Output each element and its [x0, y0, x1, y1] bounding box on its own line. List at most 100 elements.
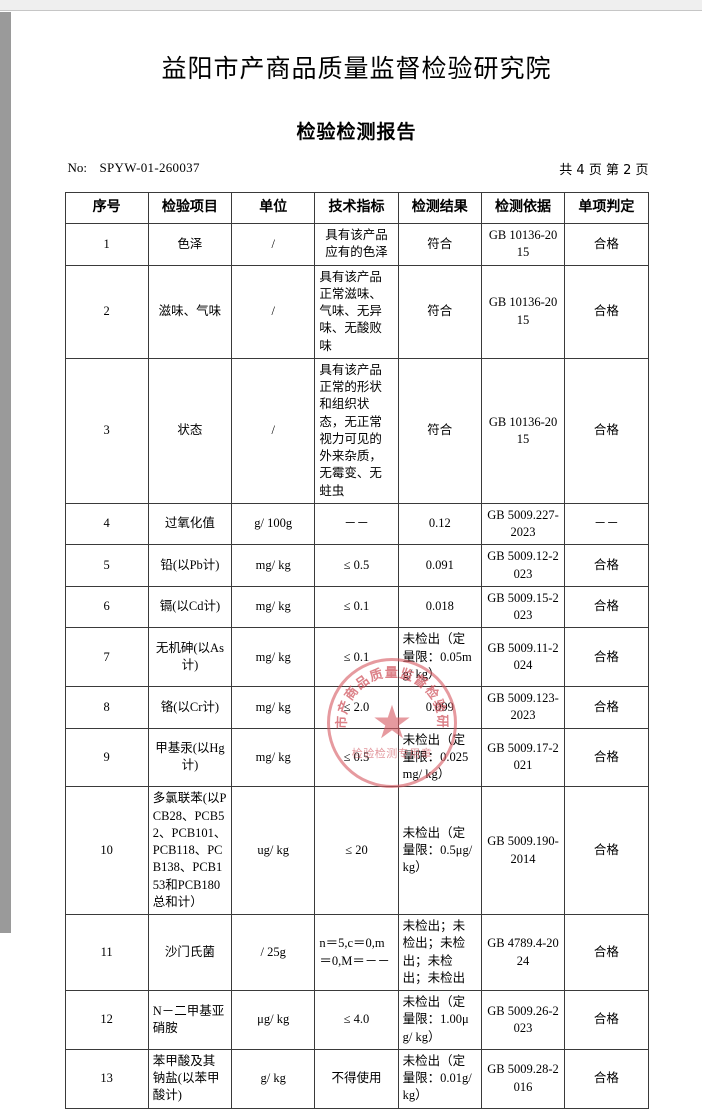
cell-index: 1 [64, 223, 149, 266]
table-row: 5 铅(以Pb计) mg/ kg ≤ 0.5 0.091 GB 5009.12-… [64, 544, 649, 587]
table-row: 4 过氧化值 g/ 100g －－ 0.12 GB 5009.227-2023 … [64, 502, 649, 546]
cell-spec: 不得使用 [314, 1048, 399, 1109]
cell-result: 符合 [397, 357, 482, 504]
cell-unit: ug/ kg [231, 786, 316, 915]
cell-unit: μg/ kg [231, 990, 316, 1050]
report-no-value: SPYW-01-260037 [99, 160, 200, 175]
cell-unit: / 25g [231, 914, 316, 991]
cell-result: 0.091 [397, 544, 482, 587]
col-header-index: 序号 [64, 192, 149, 224]
cell-index: 9 [64, 727, 149, 788]
cell-item: 沙门氏菌 [147, 914, 233, 991]
cell-basis: GB 5009.17-2021 [480, 727, 566, 788]
cell-unit: mg/ kg [231, 686, 316, 729]
cell-unit: g/ 100g [231, 502, 316, 546]
cell-item: 过氧化值 [147, 502, 233, 546]
cell-index: 3 [64, 357, 149, 504]
report-no-label: No: [67, 160, 88, 175]
col-header-judge: 单项判定 [564, 192, 649, 224]
cell-judge: 合格 [564, 914, 649, 991]
cell-index: 10 [64, 786, 149, 915]
cell-result: 未检出（定量限：1.00μg/ kg） [397, 990, 482, 1050]
cell-basis: GB 5009.15-2023 [480, 585, 566, 629]
table-row: 11 沙门氏菌 / 25g n＝5,c＝0,m＝0,M＝－－ 未检出；未检出；未… [64, 914, 649, 991]
cell-basis: GB 10136-2015 [480, 357, 566, 504]
cell-unit: g/ kg [231, 1048, 316, 1109]
cell-index: 8 [64, 686, 149, 729]
cell-result: 未检出（定量限：0.05mg/ kg） [397, 627, 482, 687]
cell-unit: mg/ kg [231, 627, 316, 687]
cell-result: 未检出；未检出；未检出；未检出；未检出 [397, 914, 482, 991]
cell-judge: －－ [564, 502, 649, 546]
cell-unit: mg/ kg [231, 585, 316, 629]
cell-result: 符合 [397, 264, 482, 359]
cell-judge: 合格 [564, 223, 649, 266]
col-header-unit: 单位 [231, 192, 316, 224]
cell-spec: n＝5,c＝0,m＝0,M＝－－ [314, 914, 399, 991]
col-header-spec: 技术指标 [314, 192, 399, 224]
table-row: 12 N－二甲基亚硝胺 μg/ kg ≤ 4.0 未检出（定量限：1.00μg/… [64, 990, 649, 1050]
table-row: 7 无机砷(以As计) mg/ kg ≤ 0.1 未检出（定量限：0.05mg/… [64, 627, 649, 687]
table-row: 2 滋味、气味 / 具有该产品正常滋味、气味、无异味、无酸败味 符合 GB 10… [64, 264, 649, 359]
cell-spec: 具有该产品正常滋味、气味、无异味、无酸败味 [314, 264, 399, 359]
cell-index: 2 [64, 264, 149, 359]
cell-unit: mg/ kg [231, 544, 316, 587]
cell-basis: GB 10136-2015 [480, 264, 566, 359]
cell-unit: mg/ kg [231, 727, 316, 788]
cell-basis: GB 4789.4-2024 [480, 914, 566, 991]
cell-item: 铅(以Pb计) [147, 544, 233, 587]
table-row: 1 色泽 / 具有该产品应有的色泽 符合 GB 10136-2015 合格 [64, 223, 649, 266]
cell-item: 苯甲酸及其钠盐(以苯甲酸计) [147, 1048, 233, 1109]
page-count-info: 共 4 页 第 2 页 [559, 163, 649, 178]
cell-basis: GB 10136-2015 [480, 223, 566, 266]
cell-item: 状态 [147, 357, 233, 504]
cell-item: N－二甲基亚硝胺 [147, 990, 233, 1050]
cell-spec: ≤ 0.1 [314, 627, 399, 687]
cell-index: 12 [64, 990, 149, 1050]
cell-judge: 合格 [564, 727, 649, 788]
cell-spec: ≤ 0.5 [314, 544, 399, 587]
cell-item: 色泽 [147, 223, 233, 266]
table-row: 3 状态 / 具有该产品正常的形状和组织状态，无正常视力可见的外来杂质，无霉变、… [64, 357, 649, 504]
cell-unit: / [231, 223, 316, 266]
col-header-result: 检测结果 [397, 192, 482, 224]
cell-spec: ≤ 4.0 [314, 990, 399, 1050]
cell-result: 0.099 [397, 686, 482, 729]
cell-item: 铬(以Cr计) [147, 686, 233, 729]
table-row: 10 多氯联苯(以PCB28、PCB52、PCB101、PCB118、PCB13… [64, 786, 649, 915]
cell-unit: / [231, 357, 316, 504]
browser-top-strip [0, 0, 702, 11]
col-header-item: 检验项目 [147, 192, 233, 224]
report-title: 检验检测报告 [296, 121, 417, 143]
cell-index: 5 [64, 544, 149, 587]
table-row: 6 镉(以Cd计) mg/ kg ≤ 0.1 0.018 GB 5009.15-… [64, 585, 649, 629]
cell-basis: GB 5009.28-2016 [480, 1048, 566, 1109]
cell-spec: 具有该产品应有的色泽 [314, 223, 399, 266]
cell-result: 未检出（定量限：0.01g/ kg） [397, 1048, 482, 1109]
table-header-row: 序号 检验项目 单位 技术指标 检测结果 检测依据 单项判定 [64, 192, 649, 224]
cell-index: 11 [64, 914, 149, 991]
cell-basis: GB 5009.123-2023 [480, 686, 566, 729]
cell-judge: 合格 [564, 786, 649, 915]
cell-item: 甲基汞(以Hg计) [147, 727, 233, 788]
cell-basis: GB 5009.26-2023 [480, 990, 566, 1050]
table-row: 8 铬(以Cr计) mg/ kg ≤ 2.0 0.099 GB 5009.123… [64, 686, 649, 729]
institute-title: 益阳市产商品质量监督检验研究院 [161, 54, 552, 83]
cell-index: 13 [64, 1048, 149, 1109]
page-left-margin-band [0, 12, 11, 933]
cell-unit: / [231, 264, 316, 359]
report-meta-row: No: SPYW-01-260037 共 4 页 第 2 页 [65, 144, 649, 184]
cell-judge: 合格 [564, 1048, 649, 1109]
cell-judge: 合格 [564, 627, 649, 687]
cell-result: 0.12 [397, 502, 482, 546]
cell-item: 无机砷(以As计) [147, 627, 233, 687]
cell-judge: 合格 [564, 585, 649, 629]
cell-index: 4 [64, 502, 149, 546]
cell-index: 6 [64, 585, 149, 629]
cell-basis: GB 5009.11-2024 [480, 627, 566, 687]
table-row: 13 苯甲酸及其钠盐(以苯甲酸计) g/ kg 不得使用 未检出（定量限：0.0… [64, 1048, 649, 1109]
cell-spec: 具有该产品正常的形状和组织状态，无正常视力可见的外来杂质，无霉变、无蛀虫 [314, 357, 399, 504]
cell-judge: 合格 [564, 686, 649, 729]
cell-result: 未检出（定量限：0.025mg/ kg） [397, 727, 482, 788]
cell-item: 镉(以Cd计) [147, 585, 233, 629]
